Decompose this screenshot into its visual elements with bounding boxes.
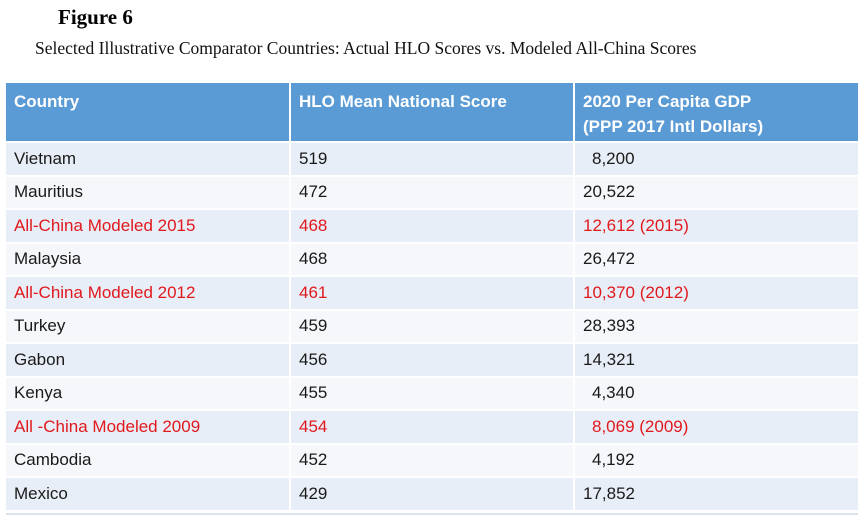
cell-hlo-score: 452 — [290, 442, 575, 477]
cell-country: All-China Modeled 2015 — [6, 208, 291, 243]
cell-country: Turkey — [6, 308, 291, 343]
table-row: Gabon 456 14,321 — [6, 342, 858, 377]
header-country: Country — [6, 83, 291, 142]
cell-country: Kenya — [6, 375, 291, 410]
cell-hlo-score: 454 — [290, 409, 575, 444]
table-row: Vietnam 519 8,200 — [6, 141, 858, 176]
header-hlo-score: HLO Mean National Score — [290, 83, 575, 142]
table-row: All-China Modeled 2012 461 10,370 (2012) — [6, 275, 858, 310]
cell-gdp: 4,192 — [574, 442, 858, 477]
header-gdp-line2: (PPP 2017 Intl Dollars) — [583, 117, 764, 136]
table-row: Mexico 429 17,852 — [6, 476, 858, 510]
cell-gdp: 4,340 — [574, 375, 858, 410]
table-body: Vietnam 519 8,200 Mauritius 472 20,522 All-Chi… — [6, 141, 858, 510]
cell-hlo-score: 455 — [290, 375, 575, 410]
cell-country: Vietnam — [6, 141, 291, 176]
figure-title: Selected Illustrative Comparator Countri… — [35, 38, 697, 58]
cell-gdp: 17,852 — [574, 476, 858, 510]
cell-gdp: 8,069 (2009) — [574, 409, 858, 444]
table-bottom-border — [6, 513, 858, 515]
cell-country: Malaysia — [6, 241, 291, 276]
cell-country: Mauritius — [6, 174, 291, 209]
cell-gdp: 26,472 — [574, 241, 858, 276]
cell-hlo-score: 468 — [290, 208, 575, 243]
table-row: All -China Modeled 2009 454 8,069 (2009) — [6, 409, 858, 444]
header-gdp-line1: 2020 Per Capita GDP — [583, 92, 752, 111]
cell-gdp: 14,321 — [574, 342, 858, 377]
table-row: All-China Modeled 2015 468 12,612 (2015) — [6, 208, 858, 243]
header-gdp: 2020 Per Capita GDP (PPP 2017 Intl Dolla… — [574, 83, 858, 142]
cell-gdp: 10,370 (2012) — [574, 275, 858, 310]
table-header: Country HLO Mean National Score 2020 Per… — [6, 83, 858, 142]
cell-hlo-score: 519 — [290, 141, 575, 176]
cell-hlo-score: 468 — [290, 241, 575, 276]
cell-hlo-score: 429 — [290, 476, 575, 510]
table-row: Turkey 459 28,393 — [6, 308, 858, 343]
table-row: Mauritius 472 20,522 — [6, 174, 858, 209]
cell-country: All -China Modeled 2009 — [6, 409, 291, 444]
cell-gdp: 12,612 (2015) — [574, 208, 858, 243]
cell-hlo-score: 461 — [290, 275, 575, 310]
cell-country: Mexico — [6, 476, 291, 510]
table-row: Cambodia 452 4,192 — [6, 442, 858, 477]
cell-country: Cambodia — [6, 442, 291, 477]
cell-gdp: 28,393 — [574, 308, 858, 343]
figure-label: Figure 6 — [58, 5, 133, 29]
cell-hlo-score: 456 — [290, 342, 575, 377]
cell-country: All-China Modeled 2012 — [6, 275, 291, 310]
table-row: Kenya 455 4,340 — [6, 375, 858, 410]
cell-gdp: 8,200 — [574, 141, 858, 176]
cell-gdp: 20,522 — [574, 174, 858, 209]
cell-hlo-score: 472 — [290, 174, 575, 209]
table-row: Malaysia 468 26,472 — [6, 241, 858, 276]
cell-country: Gabon — [6, 342, 291, 377]
comparator-table: Country HLO Mean National Score 2020 Per… — [6, 83, 858, 510]
cell-hlo-score: 459 — [290, 308, 575, 343]
header-row: Country HLO Mean National Score 2020 Per… — [6, 83, 858, 142]
